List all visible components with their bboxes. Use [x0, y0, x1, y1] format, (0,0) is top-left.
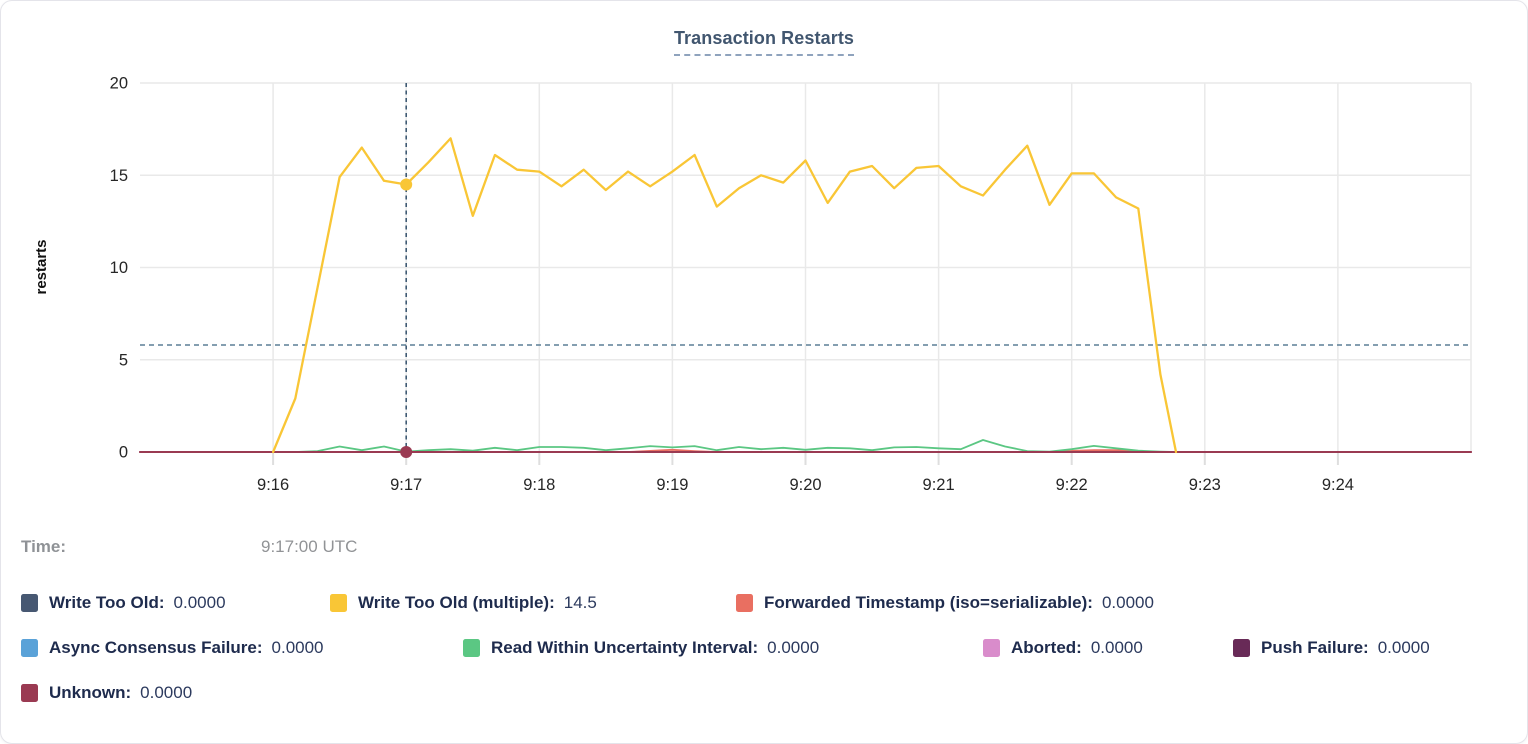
y-tick-label: 0	[119, 444, 128, 462]
x-tick-label: 9:17	[390, 476, 422, 494]
legend-item: Unknown: 0.0000	[21, 683, 192, 703]
x-tick-label: 9:16	[257, 476, 289, 494]
x-tick-label: 9:22	[1056, 476, 1088, 494]
legend-swatch	[1233, 639, 1250, 657]
legend-value: 0.0000	[271, 638, 324, 657]
legend-label: Aborted:	[1011, 638, 1082, 657]
chart-title-row: Transaction Restarts	[1, 28, 1527, 56]
hover-dot	[400, 178, 413, 191]
legend-item: Write Too Old (multiple): 14.5	[330, 593, 597, 613]
y-axis-label: restarts	[33, 239, 50, 294]
y-tick-label: 20	[110, 75, 128, 93]
legend-swatch	[21, 639, 38, 657]
legend-item: Write Too Old: 0.0000	[21, 593, 226, 613]
legend-swatch	[330, 594, 347, 612]
chart-title[interactable]: Transaction Restarts	[673, 28, 855, 56]
hover-dot	[400, 446, 413, 458]
legend-value: 0.0000	[173, 593, 226, 612]
legend-swatch	[983, 639, 1000, 657]
legend-swatch	[21, 684, 38, 702]
legend-label: Unknown:	[49, 683, 132, 702]
legend-item: Read Within Uncertainty Interval: 0.0000	[463, 638, 819, 658]
legend-value: 0.0000	[1090, 638, 1143, 657]
tooltip-time-value: 9:17:00 UTC	[261, 537, 358, 556]
x-tick-label: 9:18	[523, 476, 555, 494]
legend-label: Write Too Old (multiple):	[358, 593, 555, 612]
legend-item: Push Failure: 0.0000	[1233, 638, 1430, 658]
tooltip-time-label: Time:	[21, 537, 67, 556]
legend-item: Forwarded Timestamp (iso=serializable): 0…	[736, 593, 1154, 613]
transaction-restarts-chart[interactable]: 0 5 10 15 20 9:16 9:17 9:18 9:19 9:20 9:21 9:22 9:23…	[1, 1, 1528, 509]
legend-item: Aborted: 0.0000	[983, 638, 1143, 658]
legend-swatch	[463, 639, 480, 657]
legend-value: 14.5	[563, 593, 597, 612]
legend-label: Read Within Uncertainty Interval:	[491, 638, 759, 657]
legend-label: Write Too Old:	[49, 593, 165, 612]
legend-swatch	[21, 594, 38, 612]
legend-value: 0.0000	[140, 683, 193, 702]
y-tick-label: 10	[110, 259, 128, 277]
legend-swatch	[736, 594, 753, 612]
legend-item: Async Consensus Failure: 0.0000	[21, 638, 324, 658]
legend-label: Push Failure:	[1261, 638, 1369, 657]
x-tick-label: 9:19	[656, 476, 688, 494]
x-tick-label: 9:23	[1189, 476, 1221, 494]
legend-value: 0.0000	[767, 638, 820, 657]
legend-value: 0.0000	[1377, 638, 1430, 657]
series-write-too-old-multiple-	[271, 137, 1178, 454]
x-tick-label: 9:21	[923, 476, 955, 494]
y-tick-label: 15	[110, 167, 128, 185]
legend-label: Forwarded Timestamp (iso=serializable):	[764, 593, 1093, 612]
x-tick-label: 9:24	[1322, 476, 1354, 494]
y-tick-label: 5	[119, 351, 128, 369]
legend-label: Async Consensus Failure:	[49, 638, 263, 657]
legend-value: 0.0000	[1101, 593, 1154, 612]
x-tick-label: 9:20	[789, 476, 821, 494]
